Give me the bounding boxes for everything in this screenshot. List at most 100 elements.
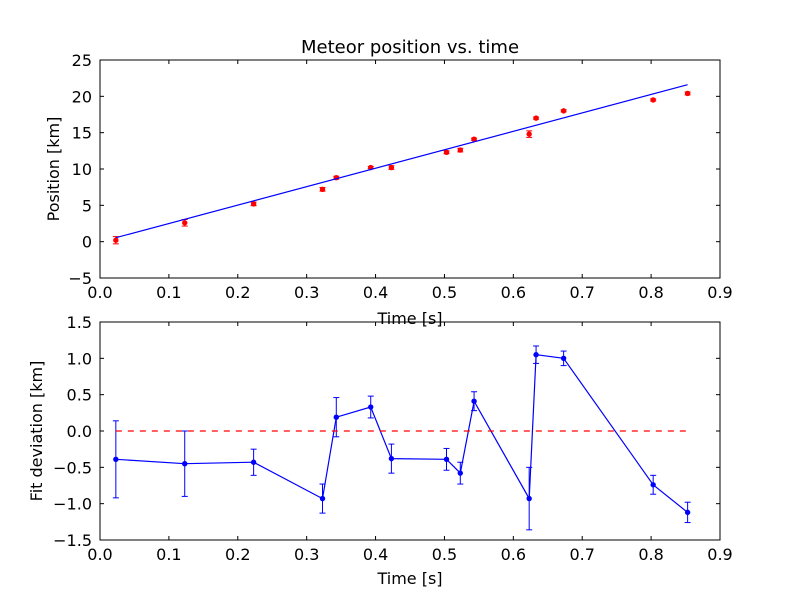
deviation-error-bar xyxy=(650,474,657,495)
position-data-point xyxy=(388,164,395,171)
position-x-axis-label: Time [s] xyxy=(376,309,442,328)
position-data-point xyxy=(526,131,532,137)
position-data-point xyxy=(471,136,477,142)
deviation-x-tick-label: 0.5 xyxy=(432,545,457,564)
position-y-axis-label: Position [km] xyxy=(44,117,63,222)
position-x-tick-label: 0.6 xyxy=(501,283,526,302)
position-error-bar xyxy=(526,130,533,138)
deviation-error-bar xyxy=(526,466,533,531)
position-error-bar xyxy=(250,201,257,207)
deviation-y-axis-label: Fit deviation [km] xyxy=(27,361,46,502)
position-error-bar xyxy=(388,164,395,171)
position-x-tick-label: 0.5 xyxy=(432,283,457,302)
deviation-error-bar xyxy=(457,461,464,485)
deviation-data-point xyxy=(533,352,539,358)
deviation-error-bar xyxy=(181,430,188,497)
position-chart: Meteor position vs. time Time [s] Positi… xyxy=(44,37,733,328)
deviation-y-tick-label: −1.0 xyxy=(53,495,92,514)
deviation-mark-group xyxy=(112,345,691,531)
position-data-point xyxy=(182,220,188,226)
position-y-tick-label: 15 xyxy=(72,124,92,143)
deviation-x-tick-label: 0.9 xyxy=(707,545,732,564)
deviation-data-point xyxy=(560,355,567,362)
deviation-data-point xyxy=(113,456,119,463)
deviation-data-point xyxy=(388,455,395,462)
position-x-tick-label: 0.2 xyxy=(225,283,250,302)
position-error-bar xyxy=(560,108,567,114)
deviation-x-tick-label: 0.3 xyxy=(294,545,319,564)
position-x-tick-label: 0.4 xyxy=(363,283,388,302)
position-error-bar xyxy=(457,147,464,153)
position-data-point xyxy=(533,115,539,121)
deviation-x-tick-label: 0.7 xyxy=(569,545,594,564)
deviation-error-bar xyxy=(333,397,340,438)
position-data-point xyxy=(560,108,567,114)
deviation-x-tick-label: 0.2 xyxy=(225,545,250,564)
position-x-tick-label: 0.8 xyxy=(638,283,663,302)
deviation-error-bar xyxy=(684,501,691,524)
position-series-line xyxy=(115,84,688,239)
position-x-tick-label: 0.1 xyxy=(156,283,181,302)
position-chart-title: Meteor position vs. time xyxy=(301,37,519,58)
deviation-y-tick-label: −0.5 xyxy=(53,458,92,477)
position-error-bar xyxy=(319,186,326,193)
deviation-error-bar xyxy=(533,345,540,364)
position-y-tick-label: 5 xyxy=(82,196,92,215)
position-data-point xyxy=(457,147,463,153)
position-y-tick-label: 20 xyxy=(72,87,92,106)
deviation-error-bar xyxy=(471,391,478,412)
deviation-y-tick-label: 1.0 xyxy=(67,349,92,368)
position-mark-group xyxy=(112,84,691,245)
deviation-data-point xyxy=(443,456,450,463)
deviation-data-point xyxy=(319,495,326,502)
deviation-error-bar xyxy=(367,395,374,419)
deviation-error-bar xyxy=(319,483,326,514)
position-y-tick-label: 0 xyxy=(82,233,92,252)
deviation-x-tick-label: 0.0 xyxy=(87,545,112,564)
deviation-x-tick-label: 0.6 xyxy=(501,545,526,564)
deviation-error-bar xyxy=(250,448,257,476)
deviation-data-point xyxy=(684,509,691,516)
deviation-y-tick-label: 1.5 xyxy=(67,313,92,332)
position-x-tick-label: 0.3 xyxy=(294,283,319,302)
deviation-x-tick-label: 0.8 xyxy=(638,545,663,564)
deviation-data-point xyxy=(182,461,188,467)
position-x-tick-label: 0.9 xyxy=(707,283,732,302)
position-error-bar xyxy=(650,97,657,103)
position-data-point xyxy=(250,201,257,207)
deviation-y-tick-label: 0.5 xyxy=(67,386,92,405)
position-x-tick-label: 0.0 xyxy=(87,283,112,302)
deviation-data-point xyxy=(471,398,477,404)
deviation-data-point xyxy=(650,482,656,488)
deviation-error-bar xyxy=(443,447,450,471)
position-y-tick-label: 25 xyxy=(72,51,92,70)
deviation-error-bar xyxy=(112,420,119,499)
position-x-tick-label: 0.7 xyxy=(569,283,594,302)
deviation-error-bar xyxy=(388,443,395,474)
position-data-point xyxy=(650,97,656,103)
position-error-bar xyxy=(684,90,691,97)
position-data-point xyxy=(443,149,450,155)
deviation-error-bar xyxy=(560,350,567,367)
deviation-data-point xyxy=(333,414,339,420)
position-data-point xyxy=(684,90,691,97)
position-data-point xyxy=(319,186,326,193)
position-data-point xyxy=(113,237,119,243)
deviation-x-axis-label: Time [s] xyxy=(376,569,442,588)
deviation-chart: Time [s] Fit deviation [km] 0.0 0.1 0.2 0.3… xyxy=(27,313,733,588)
position-y-tick-label: 10 xyxy=(72,160,92,179)
deviation-data-point xyxy=(457,470,463,476)
deviation-tick-group: 0.0 0.1 0.2 0.3 0.4 0.5 0.6 0.7 0.8 0.9 −1.5 −1.0 −0… xyxy=(53,313,733,564)
deviation-data-point xyxy=(250,459,257,465)
position-y-tick-label: −5 xyxy=(68,269,92,288)
deviation-x-tick-label: 0.1 xyxy=(156,545,181,564)
position-tick-group: 0.0 0.1 0.2 0.3 0.4 0.5 0.6 0.7 0.8 0.9 −5 0 5 10 15 20… xyxy=(68,51,732,302)
deviation-x-tick-label: 0.4 xyxy=(363,545,388,564)
deviation-y-tick-label: 0.0 xyxy=(67,422,92,441)
deviation-data-point xyxy=(526,495,532,502)
position-error-bar xyxy=(533,115,540,121)
position-error-bar xyxy=(443,149,450,155)
deviation-y-tick-label: −1.5 xyxy=(53,531,92,550)
